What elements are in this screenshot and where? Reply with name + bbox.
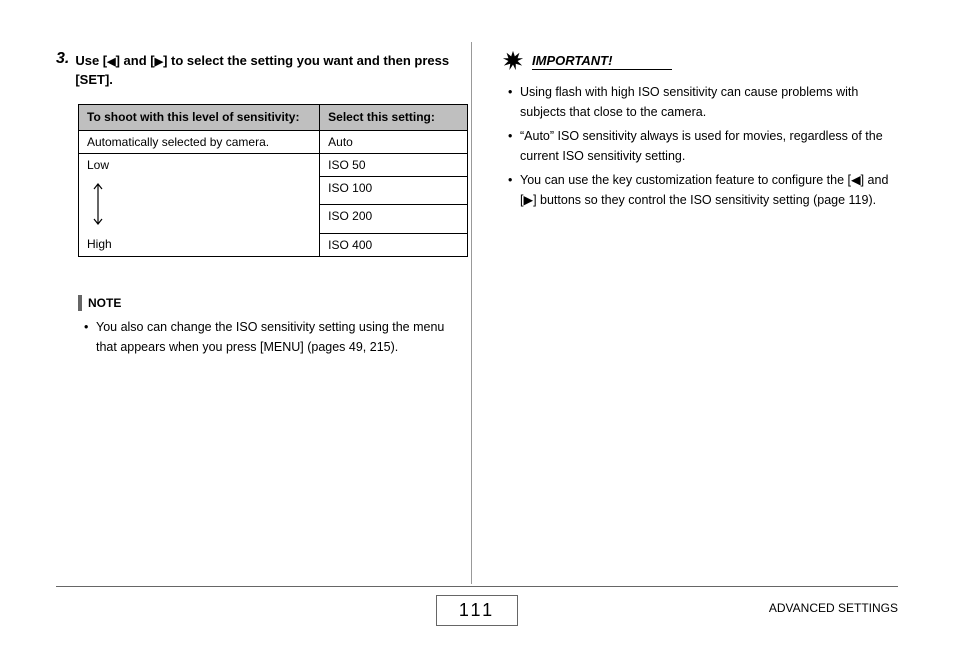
list-item: You also can change the ISO sensitivity … <box>96 317 453 357</box>
note-block: NOTE You also can change the ISO sensiti… <box>78 295 453 357</box>
table-cell-low: Low <box>79 153 320 176</box>
page-footer: 111 ADVANCED SETTINGS <box>56 586 898 626</box>
list-item: “Auto” ISO sensitivity always is used fo… <box>520 126 898 166</box>
burst-icon <box>502 50 524 72</box>
table-cell-arrow <box>79 176 320 233</box>
table-cell: ISO 200 <box>320 205 468 234</box>
list-item: You can use the key customization featur… <box>520 170 898 210</box>
table-cell: ISO 50 <box>320 153 468 176</box>
list-item: Using flash with high ISO sensitivity ca… <box>520 82 898 122</box>
note-label: NOTE <box>88 296 121 310</box>
section-name: ADVANCED SETTINGS <box>769 601 898 615</box>
table-cell-high: High <box>79 233 320 256</box>
table-cell: ISO 100 <box>320 176 468 205</box>
step-number: 3. <box>56 50 69 68</box>
table-header-sensitivity: To shoot with this level of sensitivity: <box>79 104 320 130</box>
right-column: IMPORTANT! Using flash with high ISO sen… <box>472 50 898 580</box>
note-list: You also can change the ISO sensitivity … <box>78 317 453 357</box>
important-label: IMPORTANT! <box>532 53 672 70</box>
table-header-setting: Select this setting: <box>320 104 468 130</box>
right-arrow-icon: ▶ <box>155 55 163 71</box>
table-cell: ISO 400 <box>320 233 468 256</box>
left-arrow-icon: ◀ <box>107 55 115 71</box>
important-list: Using flash with high ISO sensitivity ca… <box>502 82 898 210</box>
important-header: IMPORTANT! <box>502 50 898 72</box>
step-instruction: Use [◀] and [▶] to select the setting yo… <box>75 50 453 90</box>
table-cell: Automatically selected by camera. <box>79 130 320 153</box>
left-column: 3. Use [◀] and [▶] to select the setting… <box>56 50 471 580</box>
step-3: 3. Use [◀] and [▶] to select the setting… <box>56 50 453 90</box>
updown-arrow-icon <box>93 182 103 226</box>
page-number: 111 <box>436 595 518 626</box>
table-cell: Auto <box>320 130 468 153</box>
iso-settings-table: To shoot with this level of sensitivity:… <box>78 104 468 257</box>
note-bar-icon <box>78 295 82 311</box>
